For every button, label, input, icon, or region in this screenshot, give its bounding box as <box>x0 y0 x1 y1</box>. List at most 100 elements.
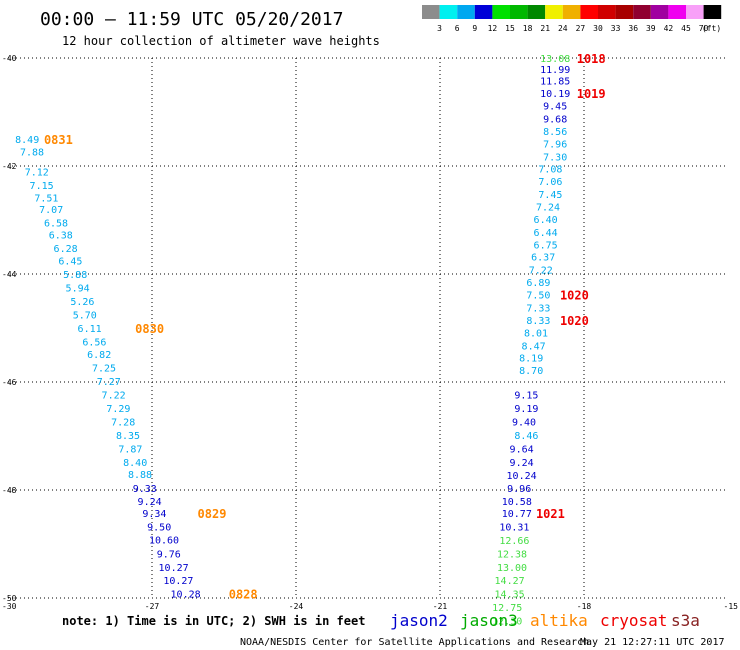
colorbar-swatch <box>457 5 475 19</box>
swh-value-label: 8.70 <box>519 366 543 377</box>
swh-value-label: 9.76 <box>157 550 181 561</box>
swh-value-label: 8.01 <box>524 328 548 339</box>
pass-time-label: 1018 <box>577 52 606 66</box>
y-tick-label: -44 <box>2 270 17 279</box>
swh-value-label: 11.85 <box>540 77 570 88</box>
x-tick-label: -24 <box>289 602 304 611</box>
swh-value-label: 13.08 <box>540 54 570 65</box>
swh-value-label: 6.38 <box>49 231 73 242</box>
swh-value-label: 10.58 <box>502 497 532 508</box>
swh-value-label: 6.82 <box>87 350 111 361</box>
swh-value-label: 9.24 <box>510 458 534 469</box>
colorbar-swatch <box>439 5 458 19</box>
swh-value-label: 7.29 <box>106 404 130 415</box>
pass-time-label: 1021 <box>536 507 565 521</box>
y-tick-label: -50 <box>2 594 17 603</box>
colorbar-label: 3 <box>437 24 442 33</box>
colorbar-swatch <box>474 5 493 19</box>
swh-value-label: 7.45 <box>538 190 562 201</box>
swh-value-label: 10.27 <box>159 563 189 574</box>
swh-value-label: 6.45 <box>58 257 82 268</box>
swh-value-label: 9.33 <box>133 484 157 495</box>
swh-value-label: 10.28 <box>171 590 201 601</box>
colorbar-swatch <box>545 5 563 19</box>
pass-time-label: 0829 <box>198 507 227 521</box>
colorbar-swatch <box>598 5 616 19</box>
colorbar-swatch <box>633 5 651 19</box>
swh-value-label: 8.88 <box>128 470 152 481</box>
colorbar-swatch <box>580 5 598 19</box>
colorbar-swatch <box>422 5 440 19</box>
swh-value-label: 9.19 <box>514 404 538 415</box>
x-tick-label: -18 <box>577 602 592 611</box>
swh-value-label: 13.00 <box>497 563 527 574</box>
swh-value-label: 6.11 <box>78 324 102 335</box>
colorbar-label: 33 <box>611 24 621 33</box>
swh-value-label: 7.87 <box>118 444 142 455</box>
swh-value-label: 6.58 <box>44 219 68 230</box>
colorbar-label: 36 <box>628 24 638 33</box>
pass-time-label: 1020 <box>560 289 589 303</box>
swh-value-label: 11.99 <box>540 65 570 76</box>
swh-value-label: 7.08 <box>538 165 562 176</box>
y-tick-label: -46 <box>2 378 17 387</box>
colorbar-label: 42 <box>664 24 674 33</box>
colorbar-label: 15 <box>505 24 515 33</box>
swh-value-label: 7.28 <box>111 417 135 428</box>
swh-value-label: 6.37 <box>531 253 555 264</box>
satellite-legend-jason2: jason2 <box>390 611 448 630</box>
swh-value-label: 12.66 <box>499 536 529 547</box>
page-subtitle: 12 hour collection of altimeter wave hei… <box>62 34 380 48</box>
swh-value-label: 6.40 <box>534 215 558 226</box>
swh-value-label: 9.68 <box>543 114 567 125</box>
pass-time-label: 1019 <box>577 87 606 101</box>
swh-value-label: 10.31 <box>499 523 529 534</box>
plot-grid <box>8 57 728 599</box>
swh-value-label: 8.35 <box>116 431 140 442</box>
swh-value-label: 7.27 <box>97 377 121 388</box>
swh-value-label: 7.96 <box>543 139 567 150</box>
swh-value-label: 5.88 <box>63 270 87 281</box>
satellite-legend-jason3: jason3 <box>460 611 518 630</box>
swh-value-label: 12.38 <box>497 550 527 561</box>
swh-value-label: 10.60 <box>149 536 179 547</box>
pass-time-label: 0830 <box>135 322 164 336</box>
swh-value-label: 14.35 <box>495 590 525 601</box>
swh-value-label: 7.51 <box>34 193 58 204</box>
swh-value-label: 7.33 <box>526 303 550 314</box>
swh-value-label: 9.40 <box>512 417 536 428</box>
swh-data-labels: 8.497.88 7.12 7.157.517.07 6.586.38 6.28 6.45… <box>15 54 570 628</box>
colorbar-swatch <box>650 5 669 19</box>
page-title: 00:00 — 11:59 UTC 05/20/2017 <box>40 9 343 30</box>
swh-value-label: 10.27 <box>163 576 193 587</box>
swh-value-label: 5.26 <box>70 297 94 308</box>
colorbar-unit: (ft) <box>702 24 721 33</box>
swh-value-label: 7.15 <box>30 181 54 192</box>
swh-value-label: 7.06 <box>538 177 562 188</box>
footer-timestamp: May 21 12:27:11 UTC 2017 <box>580 637 725 648</box>
swh-value-label: 10.77 <box>502 509 532 520</box>
colorbar-label: 39 <box>646 24 656 33</box>
swh-value-label: 9.96 <box>507 484 531 495</box>
swh-value-label: 6.56 <box>82 338 106 349</box>
swh-value-label: 8.56 <box>543 127 567 138</box>
swh-value-label: 7.24 <box>536 203 560 214</box>
colorbar-label: 70 <box>699 24 709 33</box>
swh-value-label: 14.27 <box>495 576 525 587</box>
colorbar-swatch <box>703 5 722 19</box>
y-tick-label: -42 <box>2 162 17 171</box>
satellite-legend-s3a: s3a <box>671 611 700 630</box>
colorbar-label: 12 <box>488 24 498 33</box>
swh-value-label: 9.24 <box>138 497 162 508</box>
colorbar-swatch <box>492 5 510 19</box>
swh-value-label: 9.45 <box>543 102 567 113</box>
colorbar-swatch <box>686 5 704 19</box>
y-tick-label: -48 <box>2 486 17 495</box>
pass-time-labels: 0831 0830 0829 0828 1018 1019 1020 1020 1021 <box>44 52 606 602</box>
swh-value-label: 6.75 <box>534 240 558 251</box>
swh-value-label: 8.40 <box>123 458 147 469</box>
swh-value-label: 7.88 <box>20 147 44 158</box>
swh-value-label: 7.22 <box>529 266 553 277</box>
colorbar-label: 6 <box>455 24 460 33</box>
swh-value-label: 12.30 <box>492 617 522 628</box>
